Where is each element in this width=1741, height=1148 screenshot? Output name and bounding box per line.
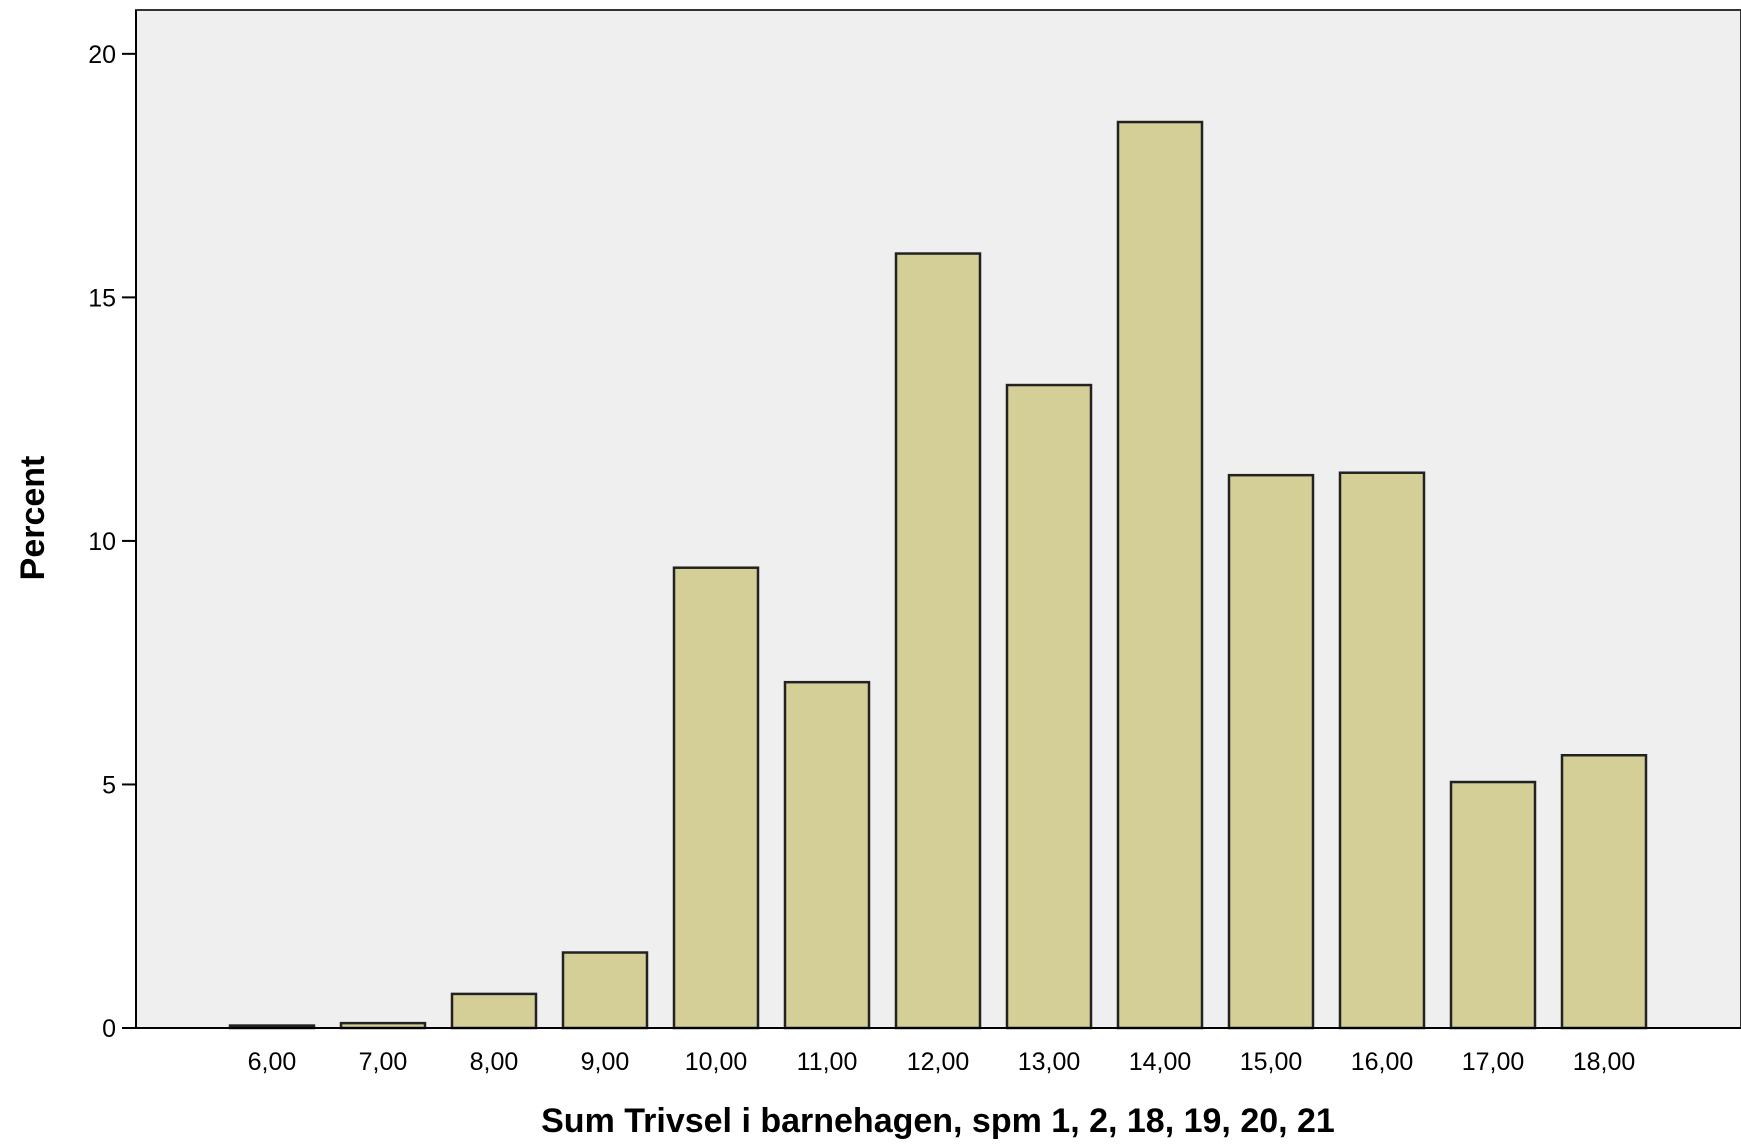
y-tick-label: 5 xyxy=(102,771,116,799)
x-tick-label: 10,00 xyxy=(685,1048,748,1076)
y-tick-label: 10 xyxy=(88,528,116,556)
bars xyxy=(228,120,1648,1030)
y-axis: 0 5 10 15 20 xyxy=(88,10,137,1043)
x-tick-label: 7,00 xyxy=(359,1048,408,1076)
bar-9,00 xyxy=(561,951,649,1030)
x-tick-label: 9,00 xyxy=(581,1048,630,1076)
x-tick-label: 12,00 xyxy=(907,1048,970,1076)
y-tick-label: 0 xyxy=(102,1015,116,1043)
bar-10,00 xyxy=(672,566,760,1030)
x-tick-label: 18,00 xyxy=(1573,1048,1636,1076)
bar-14,00 xyxy=(1116,120,1204,1030)
bar-8,00 xyxy=(450,992,538,1030)
bar-17,00 xyxy=(1449,780,1537,1030)
x-tick-label: 13,00 xyxy=(1018,1048,1081,1076)
x-tick-label: 8,00 xyxy=(470,1048,519,1076)
bar-16,00 xyxy=(1338,471,1426,1030)
bar-18,00 xyxy=(1560,753,1648,1030)
bar-13,00 xyxy=(1005,383,1093,1030)
x-axis: 6,00 7,00 8,00 9,00 10,00 11,00 12,00 13,00 14,0… xyxy=(136,1027,1741,1076)
bar-15,00 xyxy=(1227,473,1315,1030)
x-tick-label: 11,00 xyxy=(797,1048,858,1076)
y-tick-label: 15 xyxy=(88,284,116,312)
x-tick-label: 15,00 xyxy=(1240,1048,1303,1076)
y-tick-label: 20 xyxy=(88,41,116,69)
bar-12,00 xyxy=(894,252,982,1030)
x-axis-title: Sum Trivsel i barnehagen, spm 1, 2, 18, … xyxy=(541,1102,1335,1140)
bar-11,00 xyxy=(783,680,871,1030)
x-tick-label: 16,00 xyxy=(1351,1048,1414,1076)
y-axis-title: Percent xyxy=(14,456,52,581)
x-tick-label: 6,00 xyxy=(248,1048,297,1076)
x-tick-label: 14,00 xyxy=(1129,1048,1192,1076)
x-tick-label: 17,00 xyxy=(1462,1048,1525,1076)
